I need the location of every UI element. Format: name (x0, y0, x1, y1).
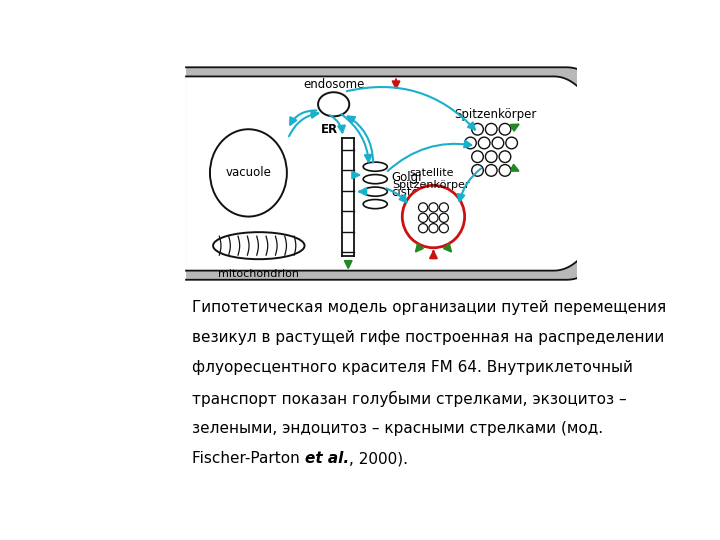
Circle shape (418, 203, 428, 212)
Text: , 2000).: , 2000). (349, 451, 408, 467)
Text: флуоресцентного красителя FM 64. Внутриклеточный: флуоресцентного красителя FM 64. Внутрик… (192, 360, 633, 375)
Circle shape (499, 151, 510, 163)
Circle shape (478, 137, 490, 149)
Circle shape (485, 151, 497, 163)
Text: Гипотетическая модель организации путей перемещения: Гипотетическая модель организации путей … (192, 300, 667, 315)
Text: Fischer-Parton: Fischer-Parton (192, 451, 305, 467)
Ellipse shape (318, 92, 349, 116)
Circle shape (485, 124, 497, 135)
Circle shape (499, 124, 510, 135)
Text: et al.: et al. (305, 451, 349, 467)
Circle shape (472, 165, 483, 176)
Text: Golgi
cisterna: Golgi cisterna (391, 171, 438, 199)
Ellipse shape (363, 162, 387, 171)
Ellipse shape (363, 187, 387, 196)
Circle shape (505, 137, 518, 149)
Text: транспорт показан голубыми стрелками, экзоцитоз –: транспорт показан голубыми стрелками, эк… (192, 391, 627, 407)
Polygon shape (186, 68, 626, 280)
Circle shape (439, 213, 449, 222)
Circle shape (464, 137, 476, 149)
Circle shape (499, 165, 510, 176)
Circle shape (439, 224, 449, 233)
Text: vacuole: vacuole (225, 166, 271, 179)
Circle shape (429, 224, 438, 233)
Ellipse shape (363, 174, 387, 184)
Circle shape (472, 124, 483, 135)
Circle shape (492, 137, 504, 149)
Circle shape (429, 213, 438, 222)
Ellipse shape (213, 232, 305, 259)
Text: ER: ER (320, 123, 338, 136)
Polygon shape (186, 77, 608, 271)
Ellipse shape (210, 129, 287, 217)
Circle shape (418, 213, 428, 222)
Ellipse shape (363, 199, 387, 208)
Text: везикул в растущей гифе построенная на распределении: везикул в растущей гифе построенная на р… (192, 330, 665, 345)
Text: Spitzenkörper: Spitzenkörper (454, 108, 537, 121)
Circle shape (485, 165, 497, 176)
Text: зелеными, эндоцитоз – красными стрелками (мод.: зелеными, эндоцитоз – красными стрелками… (192, 421, 603, 436)
Text: mitochondrion: mitochondrion (218, 268, 300, 279)
Circle shape (402, 185, 464, 248)
Circle shape (439, 203, 449, 212)
Circle shape (418, 224, 428, 233)
Circle shape (472, 151, 483, 163)
Text: endosome: endosome (303, 78, 364, 91)
Circle shape (429, 203, 438, 212)
Text: satellite
Spitzenkörper: satellite Spitzenkörper (392, 168, 470, 190)
